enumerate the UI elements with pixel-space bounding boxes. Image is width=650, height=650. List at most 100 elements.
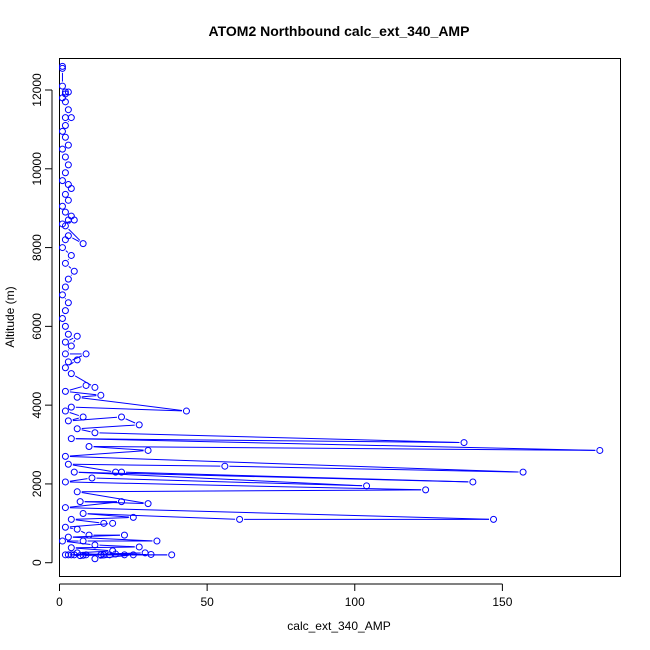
data-point <box>58 64 66 72</box>
data-point <box>88 474 96 482</box>
series-segment <box>81 397 183 411</box>
series-segment <box>75 406 182 412</box>
data-point <box>129 551 137 559</box>
data-point <box>58 244 66 252</box>
series-segment <box>69 386 82 391</box>
series-segment <box>72 534 120 538</box>
series-segment <box>68 265 72 269</box>
data-point <box>73 425 81 433</box>
data-point <box>58 314 66 322</box>
series-segment <box>69 501 118 508</box>
data-point <box>363 482 371 490</box>
data-point <box>61 452 69 460</box>
x-axis-label: calc_ext_340_AMP <box>287 619 390 633</box>
data-point <box>61 407 69 415</box>
series-segment <box>69 456 519 473</box>
data-point <box>61 259 69 267</box>
series-segment <box>69 507 490 520</box>
data-point <box>153 537 161 545</box>
data-point <box>73 356 81 364</box>
data-point <box>147 550 155 558</box>
data-point <box>64 275 72 283</box>
data-point <box>58 62 66 70</box>
data-point <box>109 519 117 527</box>
series-segment <box>64 298 67 300</box>
data-point <box>61 98 69 106</box>
data-point <box>58 291 66 299</box>
data-point <box>61 114 69 122</box>
data-point <box>61 283 69 291</box>
data-point <box>64 88 72 96</box>
series-segment <box>69 478 88 482</box>
series-segment <box>78 471 469 483</box>
series-segment <box>78 471 363 487</box>
series-segment <box>81 395 97 398</box>
series-segment <box>69 481 422 491</box>
data-point <box>58 202 66 210</box>
y-axis-label: Altitude (m) <box>3 286 17 347</box>
data-point <box>64 358 72 366</box>
series-segment <box>81 424 135 429</box>
data-point <box>120 531 128 539</box>
data-point <box>144 446 152 454</box>
data-point <box>61 364 69 372</box>
data-series <box>58 62 604 563</box>
y-tick-label: 0 <box>30 559 44 566</box>
data-point <box>118 468 126 476</box>
data-point <box>67 342 75 350</box>
series-segment <box>87 513 129 518</box>
x-axis: 0 50 100 150 <box>56 583 513 609</box>
series-segment <box>68 228 81 241</box>
data-point <box>61 169 69 177</box>
data-point <box>118 498 126 506</box>
y-tick-label: 2000 <box>30 470 44 497</box>
data-point <box>58 145 66 153</box>
series-segment <box>67 258 70 261</box>
y-tick-label: 8000 <box>30 234 44 261</box>
x-tick-label: 50 <box>200 595 214 609</box>
data-point <box>91 555 99 563</box>
series-segment <box>69 337 74 341</box>
data-point <box>97 551 105 559</box>
data-point <box>79 537 87 545</box>
data-point <box>61 153 69 161</box>
series-segment <box>66 220 71 223</box>
data-point <box>85 443 93 451</box>
data-point <box>70 468 78 476</box>
series-segment <box>72 237 80 242</box>
data-point <box>67 515 75 523</box>
data-point <box>67 184 75 192</box>
y-tick-label: 10000 <box>30 152 44 186</box>
data-point <box>144 500 152 508</box>
data-point <box>76 552 84 560</box>
y-tick-label: 12000 <box>30 73 44 107</box>
data-point <box>61 222 69 230</box>
series-segment <box>72 417 79 421</box>
data-point <box>61 523 69 531</box>
data-point <box>64 533 72 541</box>
data-point <box>61 322 69 330</box>
data-point <box>61 208 69 216</box>
data-point <box>61 504 69 512</box>
data-point <box>182 407 190 415</box>
data-point <box>82 381 90 389</box>
data-point <box>469 478 477 486</box>
data-point <box>64 417 72 425</box>
data-point <box>61 387 69 395</box>
data-point <box>64 196 72 204</box>
data-point <box>70 267 78 275</box>
data-point <box>64 141 72 149</box>
y-axis: 0 2000 4000 6000 8000 10000 12000 <box>30 73 53 566</box>
y-tick-label: 6000 <box>30 313 44 340</box>
series-segment <box>81 492 144 504</box>
data-point <box>91 383 99 391</box>
data-point <box>79 240 87 248</box>
data-point <box>61 236 69 244</box>
series-segment <box>93 446 144 451</box>
data-point <box>67 251 75 259</box>
x-tick-label: 150 <box>492 595 512 609</box>
data-point <box>168 551 176 559</box>
data-point <box>61 88 69 96</box>
data-point <box>79 551 87 559</box>
